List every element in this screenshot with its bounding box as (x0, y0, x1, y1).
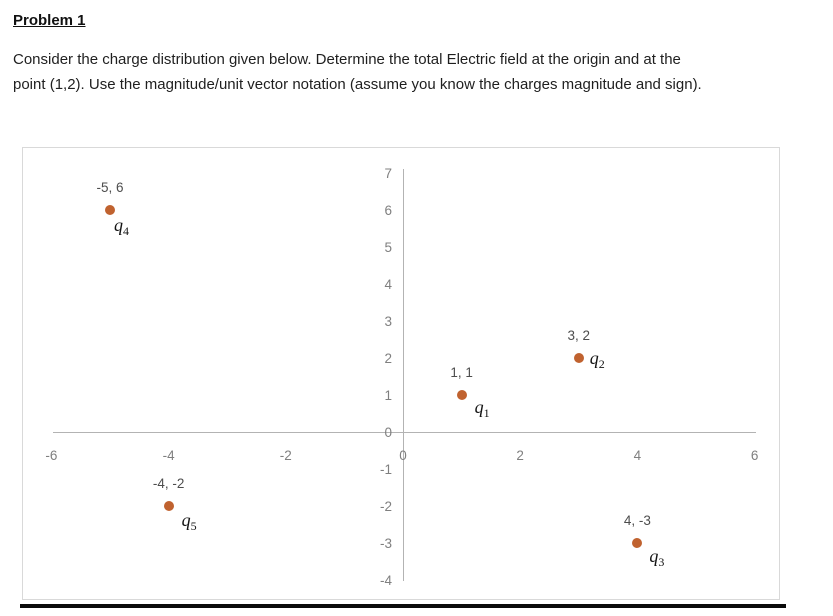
x-tick-label: -6 (45, 448, 58, 463)
x-tick-label: 0 (399, 448, 407, 463)
point-coord-label-q4: -5, 6 (96, 180, 124, 195)
point-name-label-q5: q5 (181, 510, 197, 533)
point-name-label-q1: q1 (474, 397, 490, 420)
problem-title: Problem 1 (13, 12, 86, 29)
point-name-label-q3: q3 (649, 546, 665, 569)
y-tick-label: -4 (379, 572, 392, 588)
point-marker-q4 (105, 205, 115, 215)
problem-statement-line-1: Consider the charge distribution given b… (13, 51, 681, 68)
y-tick-label: 2 (384, 350, 392, 366)
point-coord-label-q2: 3, 2 (567, 328, 591, 343)
y-tick-label: -1 (379, 461, 392, 477)
y-tick-label: 4 (384, 276, 392, 292)
y-tick-label: 7 (384, 165, 392, 181)
point-name-label-q4: q4 (114, 215, 129, 238)
point-marker-q2 (573, 353, 584, 363)
x-tick-label: 4 (633, 448, 642, 463)
x-tick-label: 2 (516, 448, 524, 463)
page-divider-bar (20, 604, 786, 608)
x-tick-label: -2 (279, 448, 292, 463)
y-tick-label: 0 (384, 424, 392, 440)
problem-statement: Consider the charge distribution given b… (13, 47, 813, 97)
point-marker-q3 (632, 538, 643, 548)
point-marker-q5 (163, 501, 174, 511)
x-tick-label: 6 (750, 448, 759, 463)
charge-distribution-chart: 7 6 5 4 3 2 1 0 -1 -2 -3 -4 -6 -4 -2 0 2 4 6 1, 1 q1 3, 2 q2 4,… (22, 147, 780, 600)
y-tick-label: -3 (379, 535, 392, 551)
y-tick-label: 1 (384, 387, 392, 403)
y-tick-label: 6 (384, 202, 392, 218)
point-coord-label-q1: 1, 1 (450, 365, 473, 380)
y-tick-label: 3 (384, 313, 392, 329)
problem-statement-line-2: point (1,2). Use the magnitude/unit vect… (13, 76, 702, 93)
x-tick-label: -4 (162, 448, 175, 463)
y-axis-line (402, 169, 404, 581)
y-tick-label: 5 (384, 239, 392, 255)
point-coord-label-q5: -4, -2 (152, 476, 185, 491)
point-name-label-q2: q2 (589, 348, 605, 371)
x-axis-line (53, 431, 756, 433)
point-coord-label-q3: 4, -3 (623, 513, 651, 528)
point-marker-q1 (456, 390, 467, 400)
y-tick-label: -2 (379, 498, 392, 514)
